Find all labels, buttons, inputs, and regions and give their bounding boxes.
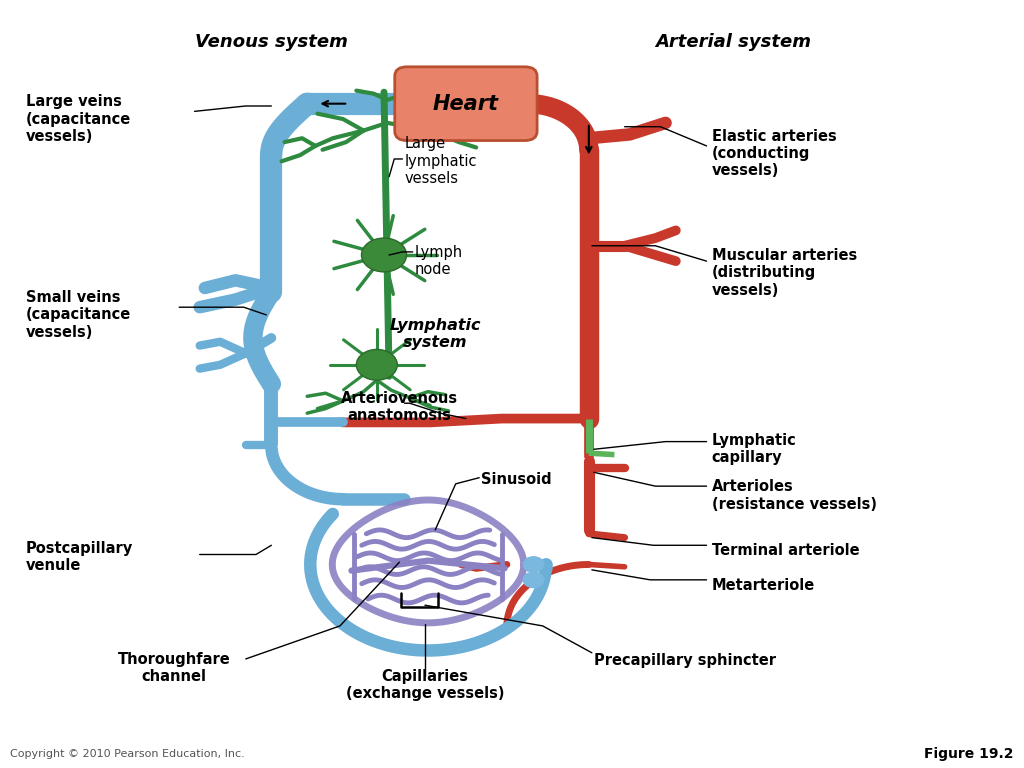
Text: Precapillary sphincter: Precapillary sphincter: [594, 653, 776, 668]
Text: Sinusoid: Sinusoid: [481, 472, 552, 488]
Text: Capillaries
(exchange vessels): Capillaries (exchange vessels): [346, 669, 504, 701]
FancyBboxPatch shape: [395, 67, 537, 141]
Text: Terminal arteriole: Terminal arteriole: [712, 543, 859, 558]
Text: Postcapillary
venule: Postcapillary venule: [26, 541, 133, 573]
Text: Lymphatic
capillary: Lymphatic capillary: [712, 433, 797, 465]
Text: Arteriovenous
anastomosis: Arteriovenous anastomosis: [341, 391, 458, 423]
Text: Muscular arteries
(distributing
vessels): Muscular arteries (distributing vessels): [712, 248, 857, 297]
Text: Lymphatic
system: Lymphatic system: [389, 318, 481, 350]
Circle shape: [523, 557, 544, 572]
Text: Figure 19.2: Figure 19.2: [925, 747, 1014, 761]
Text: Arterioles
(resistance vessels): Arterioles (resistance vessels): [712, 479, 877, 511]
Text: Large
lymphatic
vessels: Large lymphatic vessels: [404, 137, 477, 186]
Text: Heart: Heart: [433, 94, 499, 114]
Text: Small veins
(capacitance
vessels): Small veins (capacitance vessels): [26, 290, 131, 339]
Text: Arterial system: Arterial system: [655, 33, 811, 51]
Circle shape: [361, 238, 407, 272]
Text: Venous system: Venous system: [195, 33, 348, 51]
Text: Lymph
node: Lymph node: [415, 245, 463, 277]
Text: Thoroughfare
channel: Thoroughfare channel: [118, 652, 230, 684]
Circle shape: [356, 349, 397, 380]
Circle shape: [523, 572, 544, 588]
Text: Large veins
(capacitance
vessels): Large veins (capacitance vessels): [26, 94, 131, 144]
Text: Metarteriole: Metarteriole: [712, 578, 815, 593]
Text: Elastic arteries
(conducting
vessels): Elastic arteries (conducting vessels): [712, 129, 837, 178]
Text: Copyright © 2010 Pearson Education, Inc.: Copyright © 2010 Pearson Education, Inc.: [10, 749, 245, 760]
